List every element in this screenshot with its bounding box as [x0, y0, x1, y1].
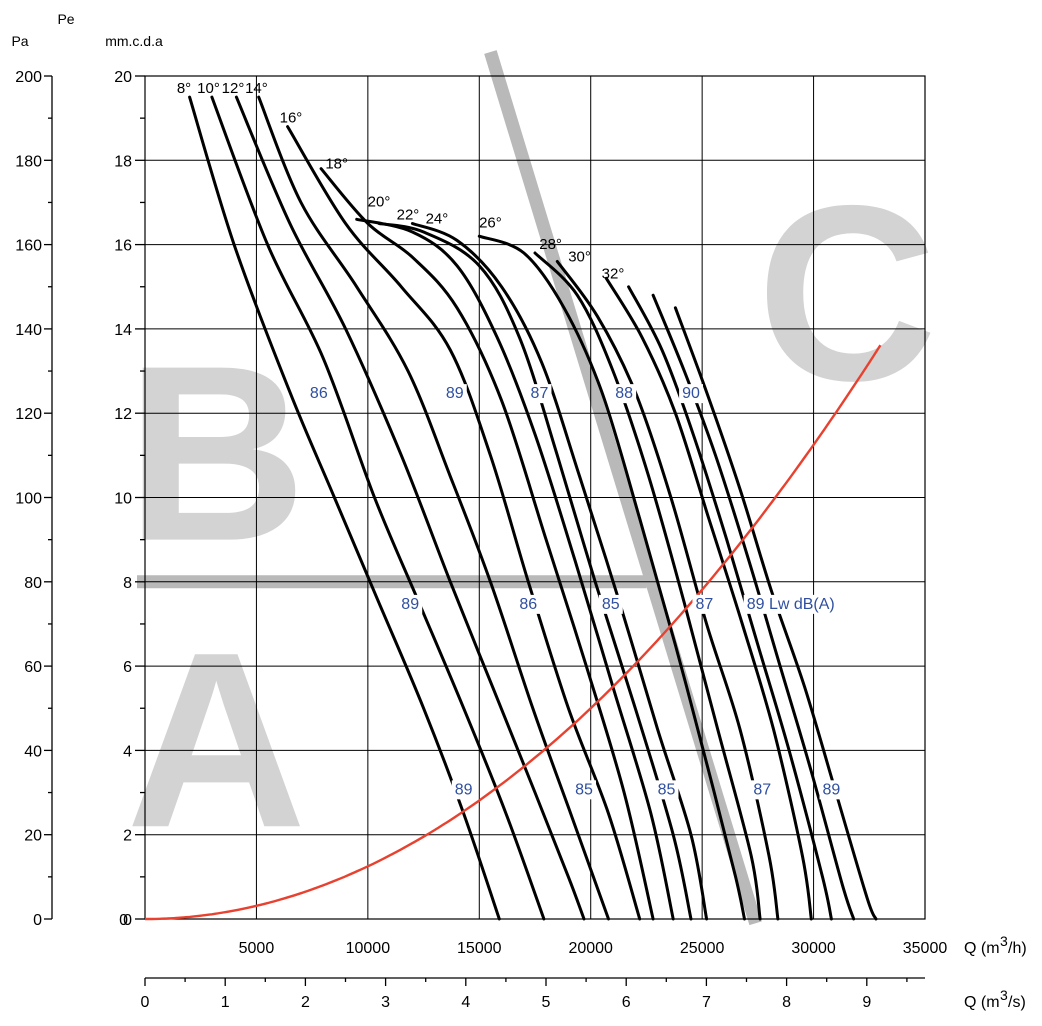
x-tick-label-origin: 0	[119, 912, 128, 929]
sound-power-label: 89	[823, 781, 841, 798]
blade-angle-label: 12°	[222, 80, 245, 97]
x-tick-label-m3s: 6	[622, 994, 631, 1011]
y-tick-label-mm: 4	[123, 743, 132, 760]
x-axis-label-m3h-sup: 3	[1000, 933, 1008, 949]
x-tick-label-m3s: 0	[141, 994, 150, 1011]
x-tick-label-m3s: 1	[221, 994, 230, 1011]
blade-angle-label: 14°	[245, 80, 268, 97]
x-tick-label-m3h: 5000	[239, 940, 275, 957]
y-tick-label-pa: 160	[15, 238, 42, 255]
sound-power-label: 88	[615, 385, 633, 402]
x-tick-label-m3s: 7	[702, 994, 711, 1011]
x-tick-label-m3h: 20000	[568, 940, 613, 957]
blade-angle-label: 10°	[197, 80, 220, 97]
y-tick-label-pa: 40	[24, 743, 42, 760]
y-tick-label-pa: 140	[15, 322, 42, 339]
y-tick-label-mm: 20	[114, 69, 132, 86]
y-tick-label-pa: 200	[15, 69, 42, 86]
blade-angle-label: 8°	[177, 80, 191, 97]
y-tick-label-mm: 16	[114, 238, 132, 255]
sound-power-label: 87	[531, 385, 549, 402]
blade-angle-label: 18°	[325, 156, 348, 173]
y-tick-label-mm: 6	[123, 659, 132, 676]
x-tick-label-m3h: 30000	[791, 940, 836, 957]
y-tick-label-mm: 10	[114, 491, 132, 508]
zone-letter-a: A	[126, 600, 307, 879]
x-tick-label-m3s: 9	[862, 994, 871, 1011]
x-axis-label-m3s: Q (m	[964, 994, 1000, 1011]
blade-angle-label: 20°	[368, 194, 391, 211]
y-tick-label-pa: 120	[15, 406, 42, 423]
x-axis-label-m3h: Q (m	[964, 940, 1000, 957]
y-tick-label-mm: 2	[123, 828, 132, 845]
blade-angle-label: 30°	[568, 248, 591, 265]
sound-power-label: 86	[519, 596, 537, 613]
x-tick-label-m3h: 15000	[457, 940, 502, 957]
y-tick-label-pa: 100	[15, 491, 42, 508]
sound-power-label: 85	[575, 781, 593, 798]
y-tick-label-mm: 8	[123, 575, 132, 592]
x-tick-label-m3h: 35000	[903, 940, 948, 957]
blade-angle-label: 26°	[479, 215, 502, 232]
blade-angle-label: 16°	[280, 109, 303, 126]
blade-angle-label: 32°	[602, 265, 625, 282]
sound-power-label: 89	[455, 781, 473, 798]
y-tick-label-pa: 0	[33, 912, 42, 929]
y-axis-label-mm: mm.c.d.a	[105, 33, 163, 49]
y-tick-label-mm: 14	[114, 322, 132, 339]
sound-power-label: 86	[310, 385, 328, 402]
sound-power-label: 89	[446, 385, 464, 402]
y-tick-label-mm: 18	[114, 153, 132, 170]
blade-angle-label: 22°	[397, 206, 420, 223]
x-axis-label-m3h-tail: /h)	[1008, 940, 1027, 957]
x-tick-label-m3h: 10000	[346, 940, 391, 957]
sound-power-label: 87	[695, 596, 713, 613]
y-axis-label-pa: Pa	[11, 33, 28, 49]
y-tick-label-pa: 80	[24, 575, 42, 592]
y-axis-label-pe: Pe	[57, 11, 74, 27]
x-tick-label-m3s: 2	[301, 994, 310, 1011]
y-tick-label-mm: 12	[114, 406, 132, 423]
x-tick-label-m3h: 25000	[680, 940, 725, 957]
zone-letter-b: B	[126, 314, 307, 593]
sound-power-label: 85	[658, 781, 676, 798]
y-tick-label-pa: 60	[24, 659, 42, 676]
x-axis-label-m3s-sup: 3	[1000, 987, 1008, 1003]
x-tick-label-m3s: 4	[461, 994, 470, 1011]
y-tick-label-pa: 20	[24, 828, 42, 845]
sound-power-label: 85	[602, 596, 620, 613]
x-tick-label-m3s: 8	[782, 994, 791, 1011]
sound-power-label: 89 Lw dB(A)	[747, 596, 835, 613]
blade-angle-label: 28°	[539, 236, 562, 253]
x-tick-label-m3s: 5	[542, 994, 551, 1011]
x-tick-label-m3s: 3	[381, 994, 390, 1011]
x-axis-label-m3s-tail: /s)	[1008, 994, 1026, 1011]
sound-power-label: 90	[682, 385, 700, 402]
y-tick-label-pa: 180	[15, 153, 42, 170]
blade-angle-label: 24°	[426, 211, 449, 228]
sound-power-label: 87	[753, 781, 771, 798]
zone-letter-c: C	[757, 153, 938, 432]
sound-power-label: 89	[401, 596, 419, 613]
